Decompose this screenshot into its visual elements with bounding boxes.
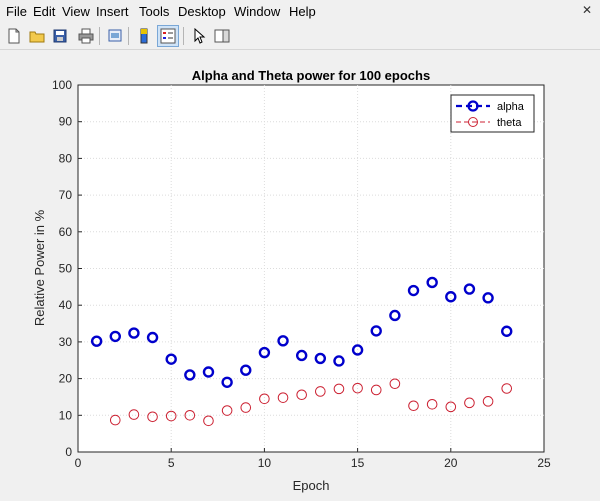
theta-point[interactable] — [464, 397, 475, 409]
theta-point[interactable] — [184, 410, 196, 421]
theta-point[interactable] — [501, 383, 513, 394]
y-axis-label: Relative Power in % — [32, 209, 47, 326]
legend-icon[interactable] — [157, 25, 179, 47]
select-arrow-icon[interactable] — [188, 25, 210, 47]
menu-view[interactable]: View — [62, 4, 90, 19]
y-tick-label: 90 — [59, 115, 73, 129]
figure-toolbar — [0, 22, 600, 50]
theta-point[interactable] — [128, 409, 140, 420]
theta-point[interactable] — [352, 382, 363, 394]
figure-area: 0 5 10 15 20 25 0 10 20 30 40 50 60 70 80 90 100 Alpha a… — [0, 51, 600, 501]
series-alpha — [90, 276, 513, 388]
plot-area[interactable] — [77, 84, 545, 453]
alpha-point[interactable] — [314, 352, 327, 365]
theta-point[interactable] — [240, 402, 252, 413]
alpha-point[interactable] — [407, 284, 420, 297]
alpha-point[interactable] — [426, 276, 438, 289]
theta-point[interactable] — [370, 384, 382, 396]
save-icon[interactable] — [49, 25, 71, 47]
x-tick-label: 20 — [444, 456, 458, 470]
alpha-point[interactable] — [184, 369, 196, 381]
alpha-point[interactable] — [351, 344, 364, 356]
theta-point[interactable] — [109, 414, 121, 426]
print-preview-icon[interactable] — [104, 25, 126, 47]
theta-point[interactable] — [296, 389, 307, 401]
alpha-point[interactable] — [370, 325, 382, 337]
alpha-point[interactable] — [295, 349, 308, 362]
theta-point[interactable] — [445, 401, 457, 413]
y-tick-label: 100 — [52, 78, 72, 92]
y-tick-label: 60 — [59, 225, 73, 239]
y-tick-label: 30 — [59, 335, 73, 349]
theta-point[interactable] — [203, 415, 214, 427]
alpha-point[interactable] — [501, 325, 513, 337]
axis-ticks: 0 5 10 15 20 25 0 10 20 30 40 50 60 70 80 90 100 — [52, 78, 551, 470]
theta-point[interactable] — [408, 400, 419, 412]
y-tick-label: 80 — [59, 151, 73, 165]
alpha-point[interactable] — [146, 331, 159, 344]
alpha-point[interactable] — [258, 346, 271, 359]
alpha-point[interactable] — [389, 309, 401, 322]
alpha-point[interactable] — [445, 291, 457, 303]
series-theta — [109, 378, 513, 427]
x-tick-label: 15 — [351, 456, 365, 470]
menu-edit[interactable]: Edit — [33, 4, 56, 19]
legend-alpha-marker — [467, 100, 479, 112]
theta-point[interactable] — [482, 396, 494, 407]
menu-insert[interactable]: Insert — [96, 4, 129, 19]
x-tick-label: 5 — [168, 456, 175, 470]
new-file-icon[interactable] — [3, 25, 25, 47]
theta-point[interactable] — [426, 398, 438, 410]
colorbar-icon[interactable] — [133, 25, 155, 47]
y-tick-label: 50 — [59, 262, 73, 276]
menu-window[interactable]: Window — [234, 4, 281, 19]
series-layer — [90, 276, 513, 427]
theta-point[interactable] — [221, 405, 233, 416]
alpha-point[interactable] — [463, 283, 476, 295]
theta-point[interactable] — [333, 383, 345, 395]
alpha-point[interactable] — [333, 355, 345, 367]
y-tick-label: 20 — [59, 372, 73, 386]
chart-title: Alpha and Theta power for 100 epochs — [192, 68, 430, 83]
y-tick-label: 70 — [59, 188, 73, 202]
x-tick-label: 25 — [537, 456, 551, 470]
alpha-point[interactable] — [109, 330, 121, 343]
x-tick-label: 0 — [75, 456, 82, 470]
menu-tools[interactable]: Tools — [139, 4, 170, 19]
alpha-point[interactable] — [240, 364, 252, 376]
legend-theta-label: theta — [497, 117, 522, 129]
theta-point[interactable] — [147, 411, 158, 423]
alpha-point[interactable] — [165, 353, 177, 365]
open-folder-icon[interactable] — [26, 25, 48, 47]
legend-alpha-label: alpha — [497, 101, 525, 113]
theta-point[interactable] — [389, 378, 401, 390]
menu-desktop[interactable]: Desktop — [178, 4, 226, 19]
property-editor-icon[interactable] — [211, 25, 233, 47]
theta-point[interactable] — [165, 410, 177, 422]
x-axis-label: Epoch — [293, 478, 330, 493]
menu-bar: File Edit View Insert Tools Desktop Wind… — [0, 0, 600, 22]
alpha-point[interactable] — [202, 366, 215, 378]
chart[interactable]: 0 5 10 15 20 25 0 10 20 30 40 50 60 70 80 90 100 Alpha a… — [0, 51, 600, 501]
y-tick-label: 10 — [59, 408, 73, 422]
close-icon[interactable]: ✕ — [581, 3, 592, 17]
legend[interactable]: alpha theta — [450, 94, 535, 133]
alpha-point[interactable] — [277, 335, 289, 347]
alpha-point[interactable] — [221, 376, 233, 388]
print-icon[interactable] — [75, 25, 97, 47]
grid — [78, 85, 544, 452]
theta-point[interactable] — [277, 392, 289, 403]
theta-point[interactable] — [259, 393, 270, 405]
legend-theta-marker — [468, 117, 478, 127]
menu-file[interactable]: File — [6, 4, 27, 19]
y-tick-label: 40 — [59, 298, 73, 312]
alpha-point[interactable] — [128, 327, 140, 339]
theta-point[interactable] — [315, 386, 326, 397]
alpha-point[interactable] — [90, 335, 103, 347]
x-tick-label: 10 — [258, 456, 272, 470]
alpha-point[interactable] — [482, 292, 494, 304]
menu-help[interactable]: Help — [289, 4, 316, 19]
y-tick-label: 0 — [65, 445, 72, 459]
